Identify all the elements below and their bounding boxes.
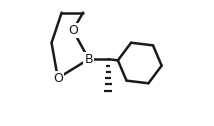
- Text: O: O: [68, 24, 78, 37]
- Text: B: B: [84, 53, 93, 66]
- Text: O: O: [53, 72, 63, 85]
